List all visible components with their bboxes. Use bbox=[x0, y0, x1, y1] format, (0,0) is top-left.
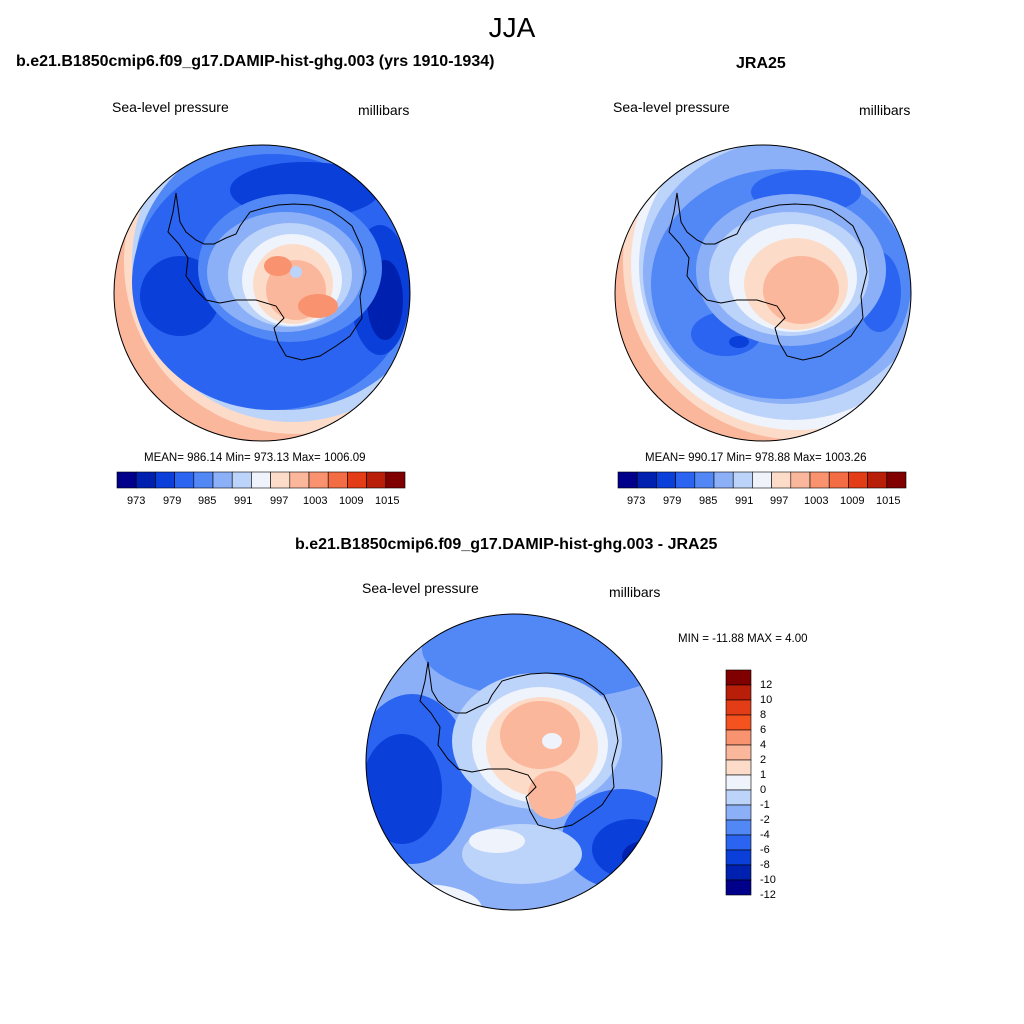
cbar3-tick: 2 bbox=[760, 754, 767, 766]
colorbar-swatch bbox=[675, 471, 696, 489]
cbar3-tick: 0 bbox=[760, 784, 767, 796]
cbar1-tick: 1015 bbox=[375, 495, 400, 507]
colorbar-swatch bbox=[725, 864, 752, 881]
colorbar-swatch bbox=[725, 804, 752, 821]
colorbar-swatch bbox=[725, 714, 752, 731]
cbar3-tick: 8 bbox=[760, 709, 767, 721]
panel1-title: b.e21.B1850cmip6.f09_g17.DAMIP-hist-ghg.… bbox=[16, 53, 495, 70]
colorbar-swatch bbox=[174, 471, 195, 489]
colorbar-swatch bbox=[752, 471, 772, 489]
colorbar-panel1 bbox=[116, 471, 406, 489]
cbar2-tick: 1009 bbox=[840, 495, 865, 507]
colorbar-swatch bbox=[725, 684, 752, 701]
colorbar-swatch bbox=[725, 729, 752, 746]
colorbar-swatch bbox=[231, 471, 252, 489]
cbar3-tick: -6 bbox=[760, 844, 770, 856]
colorbar-swatch bbox=[725, 834, 752, 851]
colorbar-swatch bbox=[809, 471, 830, 489]
colorbar-swatch bbox=[135, 471, 156, 489]
cbar1-tick: 1009 bbox=[339, 495, 364, 507]
map-panel2-jra25 bbox=[614, 144, 912, 442]
cbar1-tick: 1003 bbox=[303, 495, 328, 507]
colorbar-swatch bbox=[790, 471, 811, 489]
colorbar-swatch bbox=[771, 471, 792, 489]
colorbar-swatch bbox=[848, 471, 868, 489]
cbar2-tick: 973 bbox=[627, 495, 646, 507]
cbar3-tick: -8 bbox=[760, 859, 770, 871]
colorbar-swatch bbox=[308, 471, 329, 489]
panel2-title: JRA25 bbox=[736, 55, 786, 72]
colorbar-swatch bbox=[366, 471, 387, 489]
panel2-stats: MEAN= 990.17 Min= 978.88 Max= 1003.26 bbox=[645, 452, 867, 464]
cbar3-tick: 10 bbox=[760, 694, 773, 706]
colorbar-swatch bbox=[713, 471, 734, 489]
cbar1-tick: 985 bbox=[198, 495, 217, 507]
panel1-stats: MEAN= 986.14 Min= 973.13 Max= 1006.09 bbox=[144, 452, 366, 464]
cbar3-tick: -12 bbox=[760, 889, 776, 901]
panel1-units-label: millibars bbox=[358, 102, 410, 118]
cbar1-tick: 991 bbox=[234, 495, 253, 507]
colorbar-swatch bbox=[867, 471, 888, 489]
cbar2-tick: 979 bbox=[663, 495, 682, 507]
cbar2-tick: 997 bbox=[770, 495, 789, 507]
panel3-title: b.e21.B1850cmip6.f09_g17.DAMIP-hist-ghg.… bbox=[295, 536, 718, 553]
cbar1-tick: 997 bbox=[270, 495, 289, 507]
colorbar-swatch bbox=[725, 759, 752, 776]
colorbar-swatch bbox=[327, 471, 348, 489]
panel3-left-label: Sea-level pressure bbox=[362, 580, 479, 596]
panel2-left-label: Sea-level pressure bbox=[613, 99, 730, 115]
colorbar-swatch bbox=[347, 471, 367, 489]
cbar3-tick: -1 bbox=[760, 799, 770, 811]
colorbar-swatch bbox=[725, 744, 752, 761]
colorbar-swatch bbox=[886, 471, 907, 489]
colorbar-swatch bbox=[289, 471, 310, 489]
cbar2-tick: 1015 bbox=[876, 495, 901, 507]
colorbar-swatch bbox=[270, 471, 291, 489]
map-panel1-model bbox=[113, 144, 411, 442]
cbar2-tick: 1003 bbox=[804, 495, 829, 507]
panel3-stats: MIN = -11.88 MAX = 4.00 bbox=[678, 633, 808, 645]
colorbar-swatch bbox=[116, 471, 137, 489]
colorbar-swatch bbox=[725, 774, 752, 791]
colorbar-panel3 bbox=[725, 669, 752, 896]
colorbar-swatch bbox=[193, 471, 214, 489]
colorbar-swatch bbox=[617, 471, 638, 489]
colorbar-swatch bbox=[656, 471, 676, 489]
cbar3-tick: 1 bbox=[760, 769, 767, 781]
colorbar-swatch bbox=[725, 849, 752, 866]
colorbar-swatch bbox=[725, 879, 752, 896]
cbar3-tick: -10 bbox=[760, 874, 776, 886]
colorbar-swatch bbox=[725, 699, 752, 716]
colorbar-swatch bbox=[155, 471, 175, 489]
cbar1-tick: 979 bbox=[163, 495, 182, 507]
colorbar-swatch bbox=[725, 819, 752, 836]
colorbar-swatch bbox=[828, 471, 849, 489]
colorbar-swatch bbox=[725, 789, 752, 806]
panel3-units-label: millibars bbox=[609, 584, 661, 600]
cbar2-tick: 985 bbox=[699, 495, 718, 507]
cbar3-tick: -4 bbox=[760, 829, 770, 841]
figure-title: JJA bbox=[488, 12, 536, 43]
colorbar-swatch bbox=[385, 471, 406, 489]
cbar3-tick: 6 bbox=[760, 724, 767, 736]
colorbar-swatch bbox=[694, 471, 715, 489]
panel2-units-label: millibars bbox=[859, 102, 911, 118]
colorbar-swatch bbox=[636, 471, 657, 489]
colorbar-swatch bbox=[251, 471, 271, 489]
colorbar-swatch bbox=[212, 471, 233, 489]
colorbar-swatch bbox=[725, 669, 752, 686]
cbar3-tick: -2 bbox=[760, 814, 770, 826]
map-panel3-difference bbox=[365, 613, 663, 911]
panel1-left-label: Sea-level pressure bbox=[112, 99, 229, 115]
cbar3-tick: 4 bbox=[760, 739, 767, 751]
colorbar-panel2 bbox=[617, 471, 907, 489]
colorbar-swatch bbox=[732, 471, 753, 489]
cbar2-tick: 991 bbox=[735, 495, 754, 507]
cbar3-tick: 12 bbox=[760, 679, 773, 691]
cbar1-tick: 973 bbox=[127, 495, 146, 507]
